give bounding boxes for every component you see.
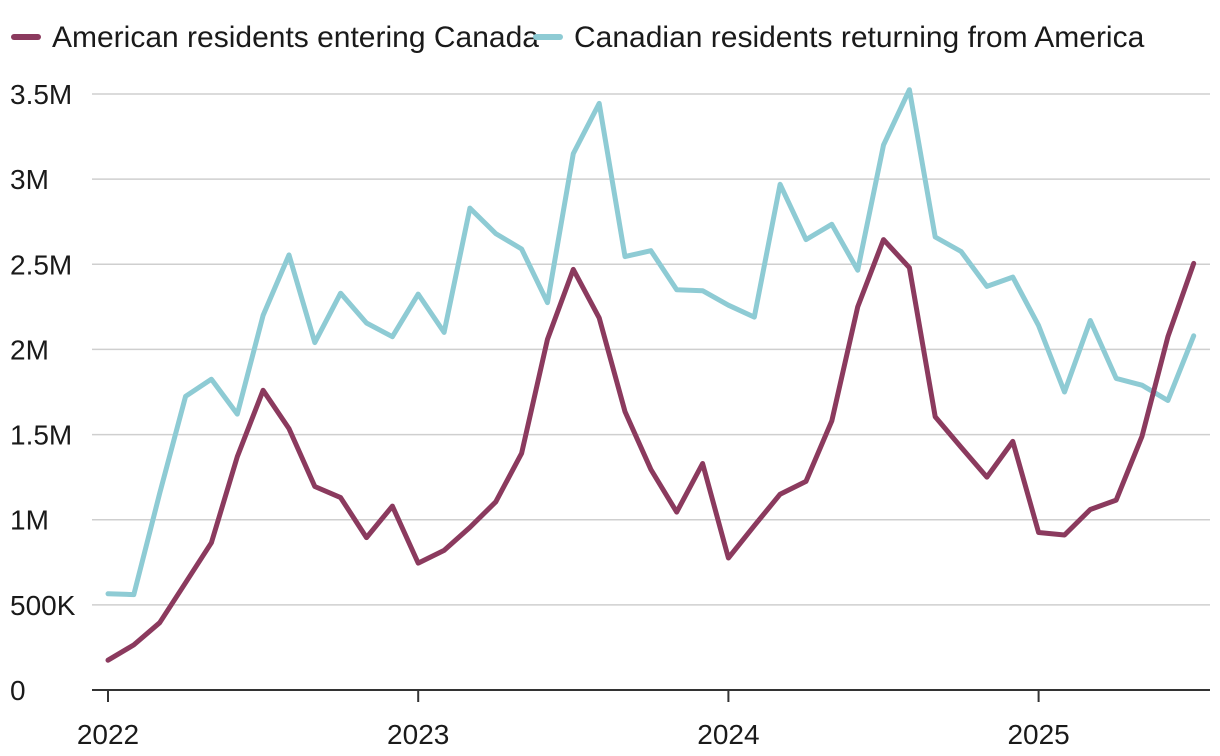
gridlines bbox=[92, 93, 1210, 606]
x-tick-label: 2025 bbox=[1007, 719, 1069, 750]
y-tick-label: 1.5M bbox=[10, 420, 72, 451]
legend-label-american: American residents entering Canada bbox=[52, 21, 539, 54]
y-tick-label: 1M bbox=[10, 505, 49, 536]
x-tick-label: 2023 bbox=[387, 719, 449, 750]
legend-label-canadian: Canadian residents returning from Americ… bbox=[574, 21, 1145, 54]
y-tick-label: 3M bbox=[10, 164, 49, 195]
x-tick-label: 2024 bbox=[697, 719, 759, 750]
x-axis: 2022 2023 2024 2025 bbox=[77, 689, 1210, 750]
legend-item-canadian: Canadian residents returning from Americ… bbox=[533, 21, 1145, 54]
y-tick-label: 2M bbox=[10, 334, 49, 365]
series-line-canadian-residents bbox=[105, 87, 1197, 598]
series-lines bbox=[105, 87, 1197, 663]
legend: American residents entering Canada Canad… bbox=[11, 21, 1145, 54]
y-tick-label: 3.5M bbox=[10, 79, 72, 110]
y-tick-label: 2.5M bbox=[10, 249, 72, 280]
legend-item-american: American residents entering Canada bbox=[11, 21, 539, 54]
y-tick-label: 500K bbox=[10, 590, 76, 621]
y-tick-label: 0 bbox=[10, 675, 26, 706]
series-line-american-residents bbox=[105, 237, 1197, 663]
y-axis: 0 500K 1M 1.5M 2M 2.5M 3M 3.5M bbox=[10, 79, 76, 706]
x-tick-label: 2022 bbox=[77, 719, 139, 750]
